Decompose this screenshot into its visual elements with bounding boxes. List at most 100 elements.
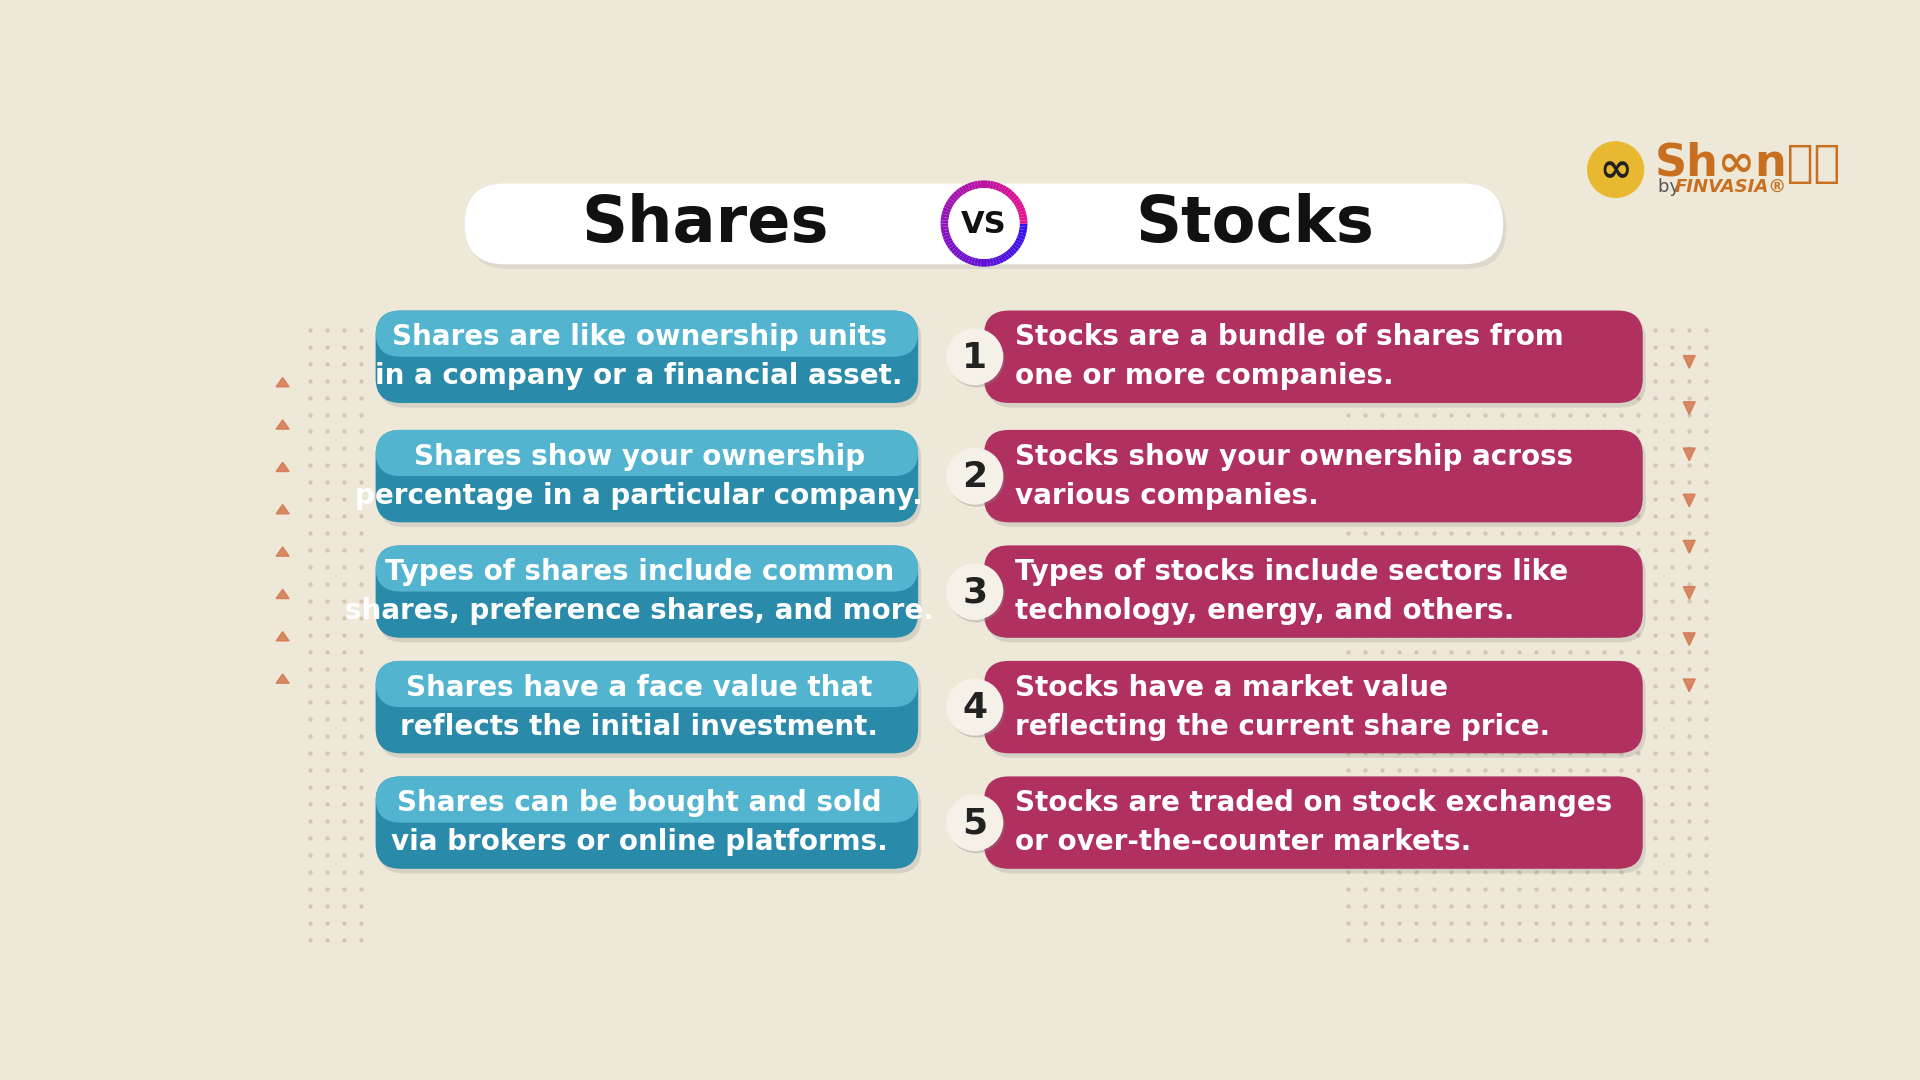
Wedge shape	[943, 211, 950, 215]
Circle shape	[947, 448, 1002, 503]
FancyBboxPatch shape	[378, 315, 922, 407]
Text: Shares: Shares	[582, 192, 829, 255]
Wedge shape	[995, 183, 1000, 191]
FancyBboxPatch shape	[983, 311, 1644, 403]
Wedge shape	[983, 180, 987, 188]
Wedge shape	[1020, 227, 1027, 230]
Text: Shares can be bought and sold
via brokers or online platforms.: Shares can be bought and sold via broker…	[392, 789, 887, 856]
Wedge shape	[941, 224, 948, 227]
Text: Stocks have a market value
reflecting the current share price.: Stocks have a market value reflecting th…	[1016, 674, 1549, 741]
Text: Shares have a face value that
reflects the initial investment.: Shares have a face value that reflects t…	[399, 674, 877, 741]
Wedge shape	[1000, 254, 1006, 262]
Wedge shape	[954, 248, 960, 256]
Polygon shape	[276, 590, 290, 598]
FancyBboxPatch shape	[987, 550, 1645, 643]
Text: by: by	[1659, 177, 1686, 195]
Wedge shape	[993, 257, 996, 266]
Text: 3: 3	[962, 576, 987, 609]
FancyBboxPatch shape	[987, 781, 1645, 874]
Circle shape	[947, 564, 1002, 619]
FancyBboxPatch shape	[378, 434, 922, 527]
Wedge shape	[1016, 204, 1023, 210]
Circle shape	[948, 797, 1004, 852]
Wedge shape	[945, 201, 954, 207]
Polygon shape	[1684, 679, 1695, 691]
Wedge shape	[987, 180, 991, 189]
Circle shape	[948, 189, 1020, 258]
FancyBboxPatch shape	[465, 184, 1503, 265]
Circle shape	[947, 795, 1002, 850]
Wedge shape	[950, 246, 958, 254]
Text: FINVASIA®: FINVASIA®	[1674, 177, 1788, 195]
Text: Shares are like ownership units
in a company or a financial asset.: Shares are like ownership units in a com…	[376, 323, 902, 390]
Polygon shape	[276, 674, 290, 684]
Text: Stocks show your ownership across
various companies.: Stocks show your ownership across variou…	[1016, 443, 1572, 510]
Wedge shape	[989, 258, 995, 266]
Wedge shape	[1020, 220, 1027, 224]
Wedge shape	[956, 189, 964, 197]
Wedge shape	[993, 181, 996, 190]
Wedge shape	[947, 199, 954, 205]
Wedge shape	[948, 244, 956, 252]
Wedge shape	[1004, 189, 1012, 197]
FancyBboxPatch shape	[987, 665, 1645, 758]
Polygon shape	[1684, 355, 1695, 368]
Wedge shape	[962, 254, 968, 262]
Wedge shape	[1018, 232, 1025, 237]
Wedge shape	[998, 184, 1004, 192]
Wedge shape	[972, 181, 975, 190]
FancyBboxPatch shape	[378, 781, 922, 874]
Polygon shape	[276, 462, 290, 472]
Wedge shape	[950, 193, 958, 201]
Circle shape	[948, 681, 1004, 738]
FancyBboxPatch shape	[376, 545, 918, 638]
Polygon shape	[1684, 633, 1695, 646]
FancyBboxPatch shape	[376, 661, 918, 707]
Wedge shape	[958, 187, 966, 194]
Wedge shape	[943, 234, 950, 240]
Wedge shape	[1014, 242, 1021, 248]
Wedge shape	[1010, 246, 1018, 254]
FancyBboxPatch shape	[378, 665, 922, 758]
Text: Types of stocks include sectors like
technology, energy, and others.: Types of stocks include sectors like tec…	[1016, 558, 1569, 625]
Wedge shape	[973, 258, 979, 266]
Wedge shape	[956, 251, 964, 258]
FancyBboxPatch shape	[983, 545, 1644, 638]
Wedge shape	[1012, 195, 1020, 203]
Wedge shape	[1018, 234, 1025, 240]
FancyBboxPatch shape	[376, 430, 918, 476]
Wedge shape	[987, 258, 991, 267]
Circle shape	[948, 450, 1004, 507]
Wedge shape	[1016, 238, 1023, 243]
Wedge shape	[947, 242, 954, 248]
Circle shape	[947, 329, 1002, 384]
Text: Sh∞n्य: Sh∞n्य	[1655, 141, 1841, 185]
Wedge shape	[964, 255, 970, 264]
Wedge shape	[1012, 244, 1020, 252]
Wedge shape	[948, 195, 956, 203]
Wedge shape	[1002, 187, 1010, 194]
FancyBboxPatch shape	[376, 311, 918, 356]
Circle shape	[948, 566, 1004, 622]
FancyBboxPatch shape	[987, 434, 1645, 527]
Text: Stocks are a bundle of shares from
one or more companies.: Stocks are a bundle of shares from one o…	[1016, 323, 1563, 390]
Wedge shape	[945, 240, 954, 246]
Wedge shape	[968, 183, 973, 191]
Wedge shape	[981, 180, 983, 188]
Wedge shape	[973, 181, 979, 189]
Wedge shape	[1002, 253, 1010, 260]
Wedge shape	[1020, 229, 1027, 233]
Wedge shape	[983, 259, 987, 267]
Polygon shape	[276, 378, 290, 387]
Wedge shape	[943, 207, 950, 213]
Circle shape	[947, 679, 1002, 734]
Wedge shape	[945, 204, 952, 210]
Wedge shape	[941, 217, 948, 220]
FancyBboxPatch shape	[378, 550, 922, 643]
FancyBboxPatch shape	[983, 430, 1644, 523]
Wedge shape	[1018, 207, 1025, 213]
Polygon shape	[276, 546, 290, 556]
Wedge shape	[945, 238, 952, 243]
FancyBboxPatch shape	[376, 545, 918, 592]
Wedge shape	[1000, 185, 1006, 193]
